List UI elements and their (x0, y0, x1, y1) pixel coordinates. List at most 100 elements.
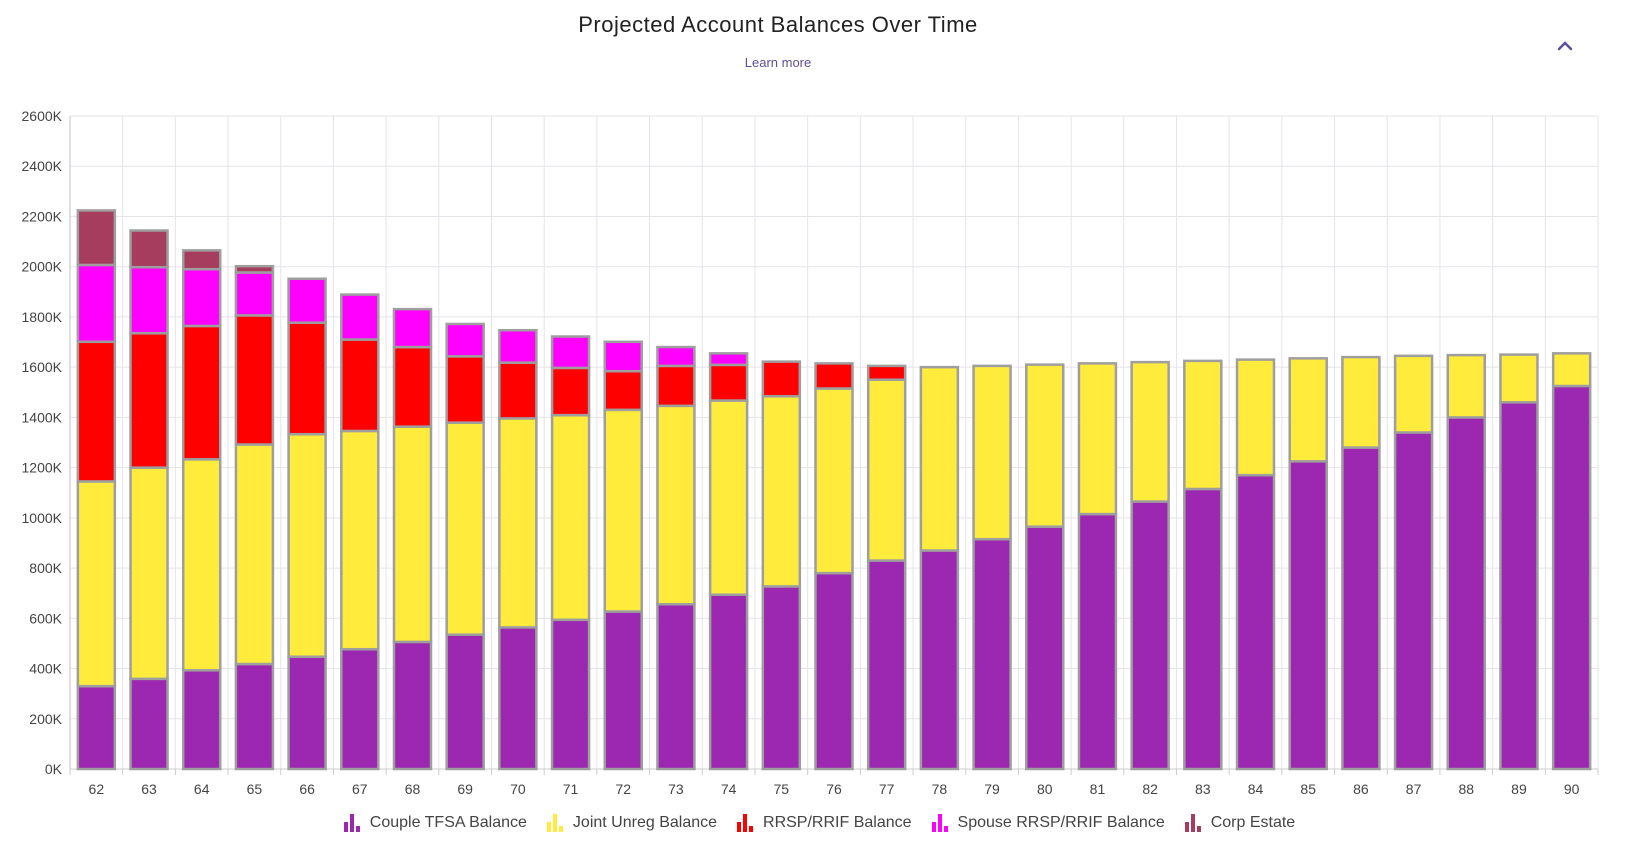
y-tick-label: 2400K (22, 158, 63, 174)
bar-segment-couple-tfsa-balance (603, 610, 643, 771)
x-tick-label: 90 (1564, 781, 1580, 797)
bar-segment-rrsp-rrif-balance (340, 338, 380, 433)
bar-segment-joint-unreg-balance (761, 395, 802, 588)
bar-segment-joint-unreg-balance (1551, 352, 1592, 388)
bar-stack-62 (76, 209, 117, 771)
bar-segment-joint-unreg-balance (972, 364, 1012, 541)
x-tick-label: 77 (879, 781, 895, 797)
bar-segment-joint-unreg-balance (1446, 353, 1487, 419)
legend-item[interactable]: Spouse RRSP/RRIF Balance (930, 814, 1165, 832)
y-tick-label: 600K (29, 610, 62, 626)
x-tick-label: 73 (668, 781, 684, 797)
bar-stack-78 (919, 365, 960, 771)
bar-segment-spouse-rrsp-rrif-balance (234, 271, 275, 317)
x-tick-label: 88 (1458, 781, 1474, 797)
bar-stack-73 (656, 345, 696, 771)
bar-segment-spouse-rrsp-rrif-balance (498, 328, 538, 364)
bar-segment-joint-unreg-balance (76, 480, 117, 688)
x-tick-label: 86 (1353, 781, 1369, 797)
bar-segment-joint-unreg-balance (234, 443, 275, 666)
bar-segment-joint-unreg-balance (1025, 363, 1065, 528)
bar-segment-rrsp-rrif-balance (656, 364, 696, 408)
bar-segment-joint-unreg-balance (287, 432, 327, 658)
bar-segment-rrsp-rrif-balance (234, 314, 275, 446)
bar-segment-corp-estate (234, 264, 275, 274)
bar-segment-couple-tfsa-balance (234, 662, 275, 771)
bar-segment-couple-tfsa-balance (761, 585, 802, 771)
bar-segment-joint-unreg-balance (866, 378, 907, 562)
x-tick-label: 68 (405, 781, 421, 797)
bar-chart-icon (1184, 814, 1201, 832)
bar-segment-rrsp-rrif-balance (603, 369, 643, 412)
bar-stack-77 (866, 364, 907, 771)
bar-segment-spouse-rrsp-rrif-balance (550, 335, 591, 370)
learn-more-link[interactable]: Learn more (744, 55, 812, 70)
bar-segment-joint-unreg-balance (814, 387, 854, 575)
legend-item[interactable]: Joint Unreg Balance (545, 814, 717, 832)
bar-segment-couple-tfsa-balance (866, 559, 907, 771)
x-tick-label: 69 (457, 781, 473, 797)
x-tick-label: 87 (1406, 781, 1422, 797)
bar-segment-joint-unreg-balance (603, 408, 643, 613)
bar-stack-90 (1551, 352, 1592, 771)
bar-segment-joint-unreg-balance (550, 413, 591, 622)
y-tick-label: 800K (29, 560, 62, 576)
x-tick-label: 82 (1142, 781, 1158, 797)
chart-title: Projected Account Balances Over Time (578, 12, 978, 37)
bar-segment-couple-tfsa-balance (76, 684, 117, 771)
y-tick-label: 2200K (22, 208, 63, 224)
legend-label: Joint Unreg Balance (572, 814, 718, 831)
chevron-up-icon[interactable] (1553, 34, 1577, 58)
bar-segment-spouse-rrsp-rrif-balance (287, 277, 327, 324)
bar-chart-icon (737, 814, 754, 832)
bar-stack-68 (392, 307, 433, 771)
x-tick-label: 65 (247, 781, 263, 797)
bar-segment-joint-unreg-balance (708, 399, 749, 596)
bar-segment-corp-estate (129, 229, 169, 269)
bar-chart-icon (546, 814, 563, 832)
bar-segment-spouse-rrsp-rrif-balance (603, 340, 643, 373)
bar-segment-couple-tfsa-balance (1551, 384, 1592, 771)
x-tick-label: 76 (826, 781, 842, 797)
bar-segment-rrsp-rrif-balance (76, 340, 117, 483)
bar-segment-joint-unreg-balance (1499, 353, 1539, 404)
x-tick-label: 83 (1195, 781, 1211, 797)
bar-segment-spouse-rrsp-rrif-balance (392, 307, 433, 349)
x-tick-label: 72 (615, 781, 631, 797)
bar-segment-joint-unreg-balance (1077, 362, 1118, 516)
x-tick-label: 74 (721, 781, 737, 797)
bar-stack-74 (708, 352, 749, 771)
bar-segment-rrsp-rrif-balance (814, 362, 854, 390)
y-tick-label: 200K (29, 711, 62, 727)
legend-item[interactable]: Corp Estate (1183, 814, 1295, 832)
bar-segment-spouse-rrsp-rrif-balance (708, 352, 749, 367)
bar-segment-joint-unreg-balance (1235, 358, 1276, 477)
bar-stack-76 (814, 362, 854, 771)
bar-segment-rrsp-rrif-balance (761, 360, 802, 398)
bar-segment-joint-unreg-balance (1393, 354, 1434, 434)
bar-chart-icon (343, 814, 360, 832)
bar-segment-joint-unreg-balance (1130, 360, 1170, 503)
bar-segment-rrsp-rrif-balance (550, 366, 591, 417)
bar-segment-couple-tfsa-balance (1499, 401, 1539, 771)
bar-segment-rrsp-rrif-balance (181, 324, 222, 461)
bar-stack-66 (287, 277, 327, 771)
x-tick-label: 71 (563, 781, 579, 797)
y-tick-label: 2600K (22, 108, 63, 124)
y-tick-label: 400K (29, 661, 62, 677)
bar-segment-couple-tfsa-balance (1025, 525, 1065, 771)
bar-segment-spouse-rrsp-rrif-balance (76, 263, 117, 344)
bar-segment-couple-tfsa-balance (1235, 473, 1276, 771)
x-tick-label: 85 (1300, 781, 1316, 797)
bar-segment-rrsp-rrif-balance (445, 355, 485, 424)
x-tick-label: 62 (89, 781, 105, 797)
legend-item[interactable]: RRSP/RRIF Balance (735, 814, 912, 832)
y-tick-label: 1800K (22, 309, 63, 325)
bar-segment-joint-unreg-balance (340, 429, 380, 651)
bar-stack-80 (1025, 363, 1065, 771)
bar-segment-spouse-rrsp-rrif-balance (181, 267, 222, 328)
x-tick-label: 75 (774, 781, 790, 797)
bar-segment-joint-unreg-balance (1288, 357, 1328, 463)
bar-stack-82 (1130, 360, 1170, 771)
legend-item[interactable]: Couple TFSA Balance (342, 814, 527, 832)
